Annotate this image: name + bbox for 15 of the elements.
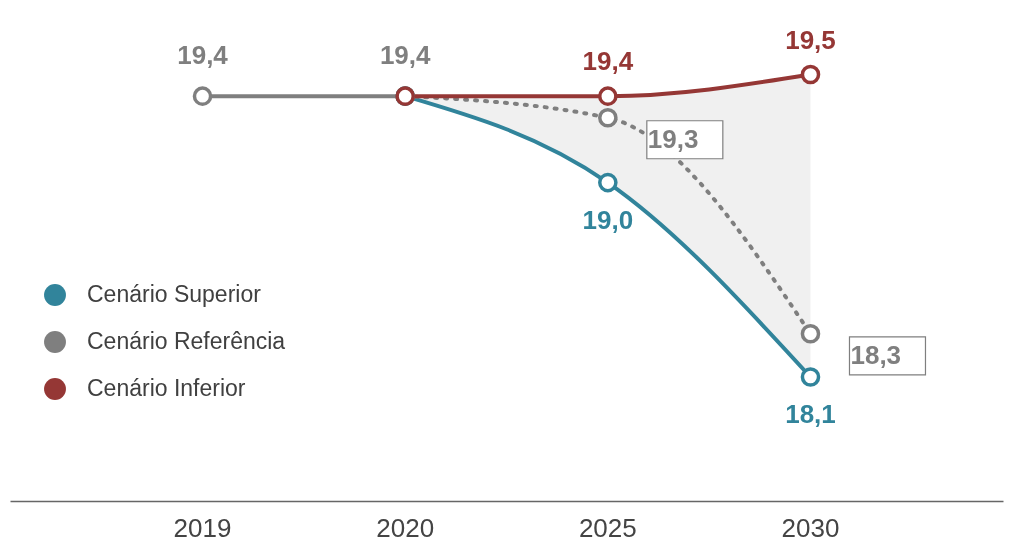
legend-label: Cenário Inferior xyxy=(87,375,246,401)
data-label: 19,4 xyxy=(379,40,432,71)
data-label: 18,3 xyxy=(850,339,902,370)
data-label: 18,1 xyxy=(785,399,836,429)
x-tick-label: 2020 xyxy=(376,512,435,543)
legend-label: Cenário Superior xyxy=(87,281,262,307)
data-label: 19,3 xyxy=(647,123,699,154)
data-label: 19,0 xyxy=(582,204,634,235)
data-label: 19,5 xyxy=(785,24,836,55)
x-tick-label: 2025 xyxy=(578,512,637,543)
x-tick-label: 2030 xyxy=(781,512,840,543)
x-tick-label: 2019 xyxy=(173,512,232,543)
legend-label: Cenário Referência xyxy=(87,328,286,354)
data-label: 19,4 xyxy=(582,46,634,77)
data-label: 19,4 xyxy=(177,40,229,71)
